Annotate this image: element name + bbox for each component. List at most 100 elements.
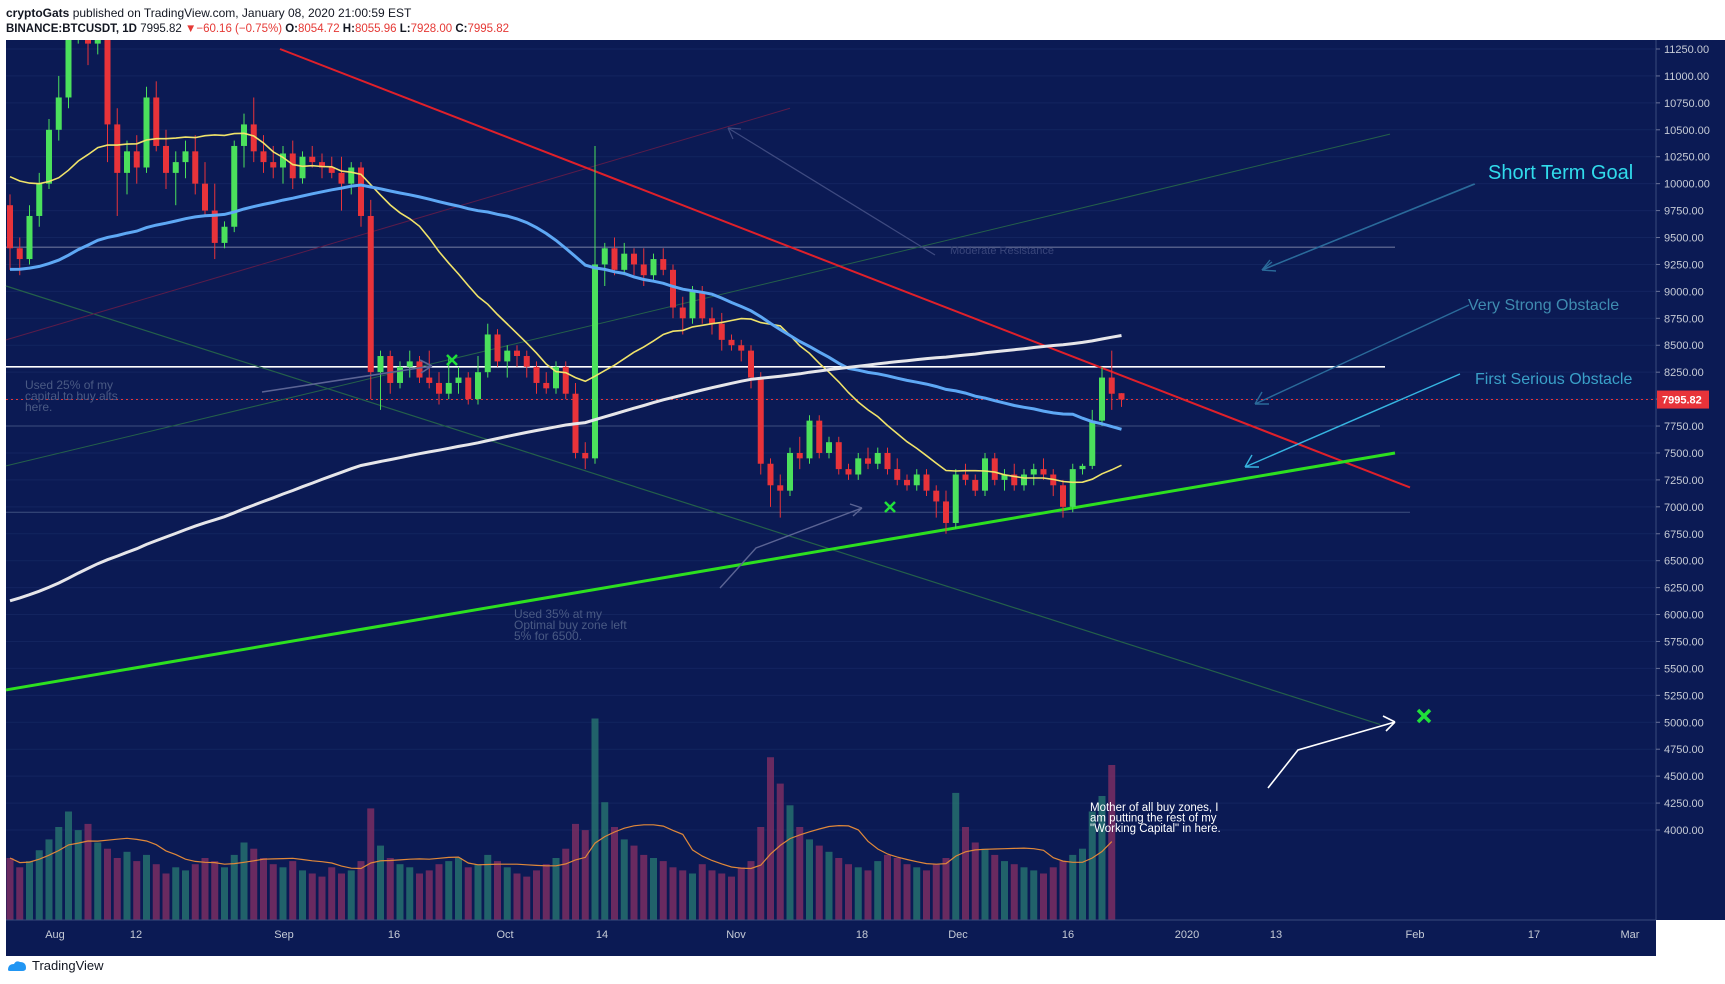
candle-body (1001, 474, 1008, 480)
y-axis-tick-label: 8750.00 (1664, 313, 1704, 325)
volume-bar (425, 870, 433, 920)
short-term-goal-arrow-path (1261, 183, 1475, 272)
open-value: 8054.72 (298, 23, 340, 35)
author-name[interactable]: cryptoGats (6, 6, 70, 20)
volume-bar (1010, 864, 1018, 920)
candle-body (904, 479, 910, 486)
y-axis-tick-label: 5250.00 (1664, 690, 1704, 702)
y-axis-tick-label: 5750.00 (1664, 636, 1704, 648)
ma-white-line (9, 334, 1122, 603)
descending-channel-line (5, 285, 1381, 726)
x-axis-tick-label: Nov (726, 929, 746, 941)
volume-bar (932, 864, 940, 920)
volume-bar (845, 864, 852, 920)
x-axis-tick-label: 12 (130, 929, 142, 941)
candle-body (611, 248, 618, 270)
x-axis-tick-label: Mar (1621, 929, 1640, 941)
candle-body (494, 334, 501, 362)
candle-body (250, 124, 257, 152)
candle-body (1069, 469, 1076, 507)
candle-body (465, 377, 472, 400)
volume-bar (113, 858, 121, 920)
volume-bar (445, 861, 453, 920)
moderate-resistance-label: Moderate Resistance (950, 245, 1054, 257)
candle-body (718, 323, 725, 340)
volume-bar (1088, 811, 1096, 920)
volume-bar (513, 873, 521, 920)
mother-buy-zone-note-line: "Working Capital" in here. (1090, 823, 1221, 835)
candle-body (923, 474, 930, 491)
volume-bar (659, 861, 667, 920)
candle-body (748, 350, 754, 378)
candle-body (65, 40, 72, 98)
volume-bar (318, 876, 326, 920)
x-axis-tick-label: Sep (274, 929, 294, 941)
moderate-resistance-arrow (727, 127, 936, 256)
mother-buy-zone-arrow (1267, 715, 1396, 789)
volume-bar (308, 873, 316, 920)
used35-note-line: Used 35% at my (514, 607, 602, 621)
candle-body (260, 151, 267, 163)
high-value: 8055.96 (354, 23, 397, 35)
volume-bar (523, 876, 531, 920)
used25-note-line: here. (25, 400, 52, 414)
high-label: H: (342, 23, 355, 35)
volume-bar (913, 867, 921, 920)
y-axis-tick-label: 4750.00 (1664, 744, 1704, 756)
used25-note-line: Used 25% of my (25, 378, 113, 392)
volume-bar (328, 867, 336, 920)
volume-bar (1001, 861, 1008, 920)
candle-body (826, 442, 832, 453)
candle-body (982, 458, 988, 491)
volume-bar (806, 839, 813, 920)
target-x-marker (1416, 708, 1432, 724)
candle-body (689, 291, 696, 319)
x-axis[interactable]: Aug 12 Sep 16 Oct 14 Nov 18 Dec 16 2020 13 Feb 17 Mar (6, 919, 1656, 956)
y-axis-tick-label: 6750.00 (1664, 529, 1704, 541)
y-axis-tick-label: 4000.00 (1664, 825, 1704, 837)
candle-body (650, 259, 657, 276)
volume-bar (942, 858, 950, 920)
volume-bar (386, 858, 394, 920)
volume-bar (406, 867, 414, 920)
candle-body (757, 377, 764, 464)
used25-note-line: capital to buy alts (25, 389, 118, 403)
candle-body (397, 366, 403, 383)
x-axis-tick-label: 18 (856, 929, 868, 941)
volume-bar (133, 861, 141, 920)
x-axis-tick-label: 14 (596, 929, 608, 941)
candle-body (738, 345, 745, 351)
candle-body (621, 253, 628, 270)
candle-body (270, 162, 277, 168)
price-chart[interactable]: Short Term Goal Very Strong Obstacle First… (0, 40, 1725, 956)
volume-bar (728, 876, 735, 920)
green-uptrend-line (5, 451, 1396, 692)
volume-bar (201, 858, 209, 920)
last-price: 7995.82 (140, 23, 182, 35)
y-axis[interactable]: 11250.00 11000.00 10750.00 10500.00 10250.00… (1655, 40, 1725, 920)
y-axis-tick-label: 7750.00 (1664, 421, 1704, 433)
y-axis-tick-label: 5500.00 (1664, 663, 1704, 675)
x-axis-tick-label: Feb (1406, 929, 1425, 941)
candle-body (221, 226, 228, 243)
moving-averages (9, 132, 1122, 603)
candle-body (280, 153, 286, 168)
volume-bar (211, 861, 219, 920)
low-label: L: (399, 23, 411, 35)
volume-bar (191, 864, 199, 920)
symbol-label: BINANCE:BTCUSDT, 1D (6, 23, 137, 35)
volume-bar (299, 870, 306, 920)
candle-body (962, 474, 969, 480)
candle-body (913, 474, 920, 486)
volume-bar (552, 858, 560, 920)
volume-bar (981, 848, 989, 920)
volume-bar (104, 848, 111, 920)
candle-body (523, 356, 530, 367)
volume-bar (84, 823, 92, 920)
candle-body (153, 97, 160, 146)
tradingview-footer[interactable]: TradingView (6, 958, 104, 973)
volume-bar (123, 851, 131, 920)
volume-bar (542, 864, 550, 920)
volume-bar (991, 854, 999, 920)
candle-body (865, 458, 871, 464)
